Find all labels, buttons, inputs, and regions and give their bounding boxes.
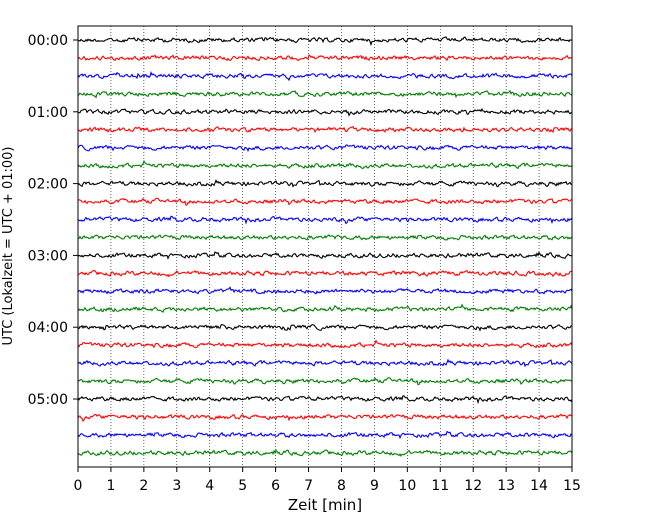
trace-line (77, 159, 573, 170)
x-tick-label: 13 (497, 478, 515, 494)
x-tick-label: 11 (431, 478, 449, 494)
x-tick-label: 12 (464, 478, 482, 494)
x-tick-label: 5 (238, 478, 247, 494)
trace-line (77, 89, 573, 99)
trace-line (77, 286, 573, 295)
x-tick-label: 1 (106, 478, 115, 494)
x-tick-label: 2 (139, 478, 148, 494)
trace-line (77, 234, 573, 241)
trace-line (77, 70, 573, 82)
trace-line (77, 339, 573, 349)
trace-line (77, 430, 573, 440)
x-axis-label: Zeit [min] (288, 496, 362, 514)
x-tick-label: 7 (304, 478, 313, 494)
trace-line (77, 197, 573, 206)
trace-line (77, 269, 573, 278)
y-tick-label: 03:00 (28, 248, 68, 264)
trace-line (77, 323, 573, 332)
y-tick-label: 05:00 (28, 392, 68, 408)
trace-line (77, 215, 573, 225)
trace-line (77, 395, 573, 405)
trace-line (77, 36, 573, 47)
trace-line (77, 448, 573, 457)
x-tick-label: 15 (563, 478, 581, 494)
x-tick-label: 0 (74, 478, 83, 494)
trace-line (77, 303, 573, 313)
x-tick-label: 4 (205, 478, 214, 494)
x-tick-label: 3 (172, 478, 181, 494)
trace-line (77, 126, 573, 134)
trace-layer (77, 36, 573, 457)
trace-line (77, 107, 573, 117)
trace-line (77, 358, 573, 368)
y-tick-layer: 00:00 01:00 02:00 03:00 04:00 05:00 (28, 33, 78, 408)
x-tick-layer: 0 1 2 3 4 5 6 7 8 9 10 11 12 13 14 15 (74, 467, 581, 494)
y-tick-label: 00:00 (28, 33, 68, 49)
x-tick-label: 14 (530, 478, 548, 494)
x-tick-label: 6 (271, 478, 280, 494)
trace-line (77, 377, 573, 386)
y-tick-label: 02:00 (28, 177, 68, 193)
x-tick-label: 9 (370, 478, 379, 494)
y-tick-label: 01:00 (28, 105, 68, 121)
plot-frame (77, 25, 573, 468)
y-axis-label: UTC (Lokalzeit = UTC + 01:00) (1, 147, 16, 346)
trace-line (77, 413, 573, 422)
x-tick-label: 8 (337, 478, 346, 494)
x-tick-label: 10 (398, 478, 416, 494)
trace-line (77, 179, 573, 188)
trace-line (77, 144, 573, 153)
trace-line (77, 251, 573, 260)
y-tick-label: 04:00 (28, 320, 68, 336)
trace-line (77, 54, 573, 62)
